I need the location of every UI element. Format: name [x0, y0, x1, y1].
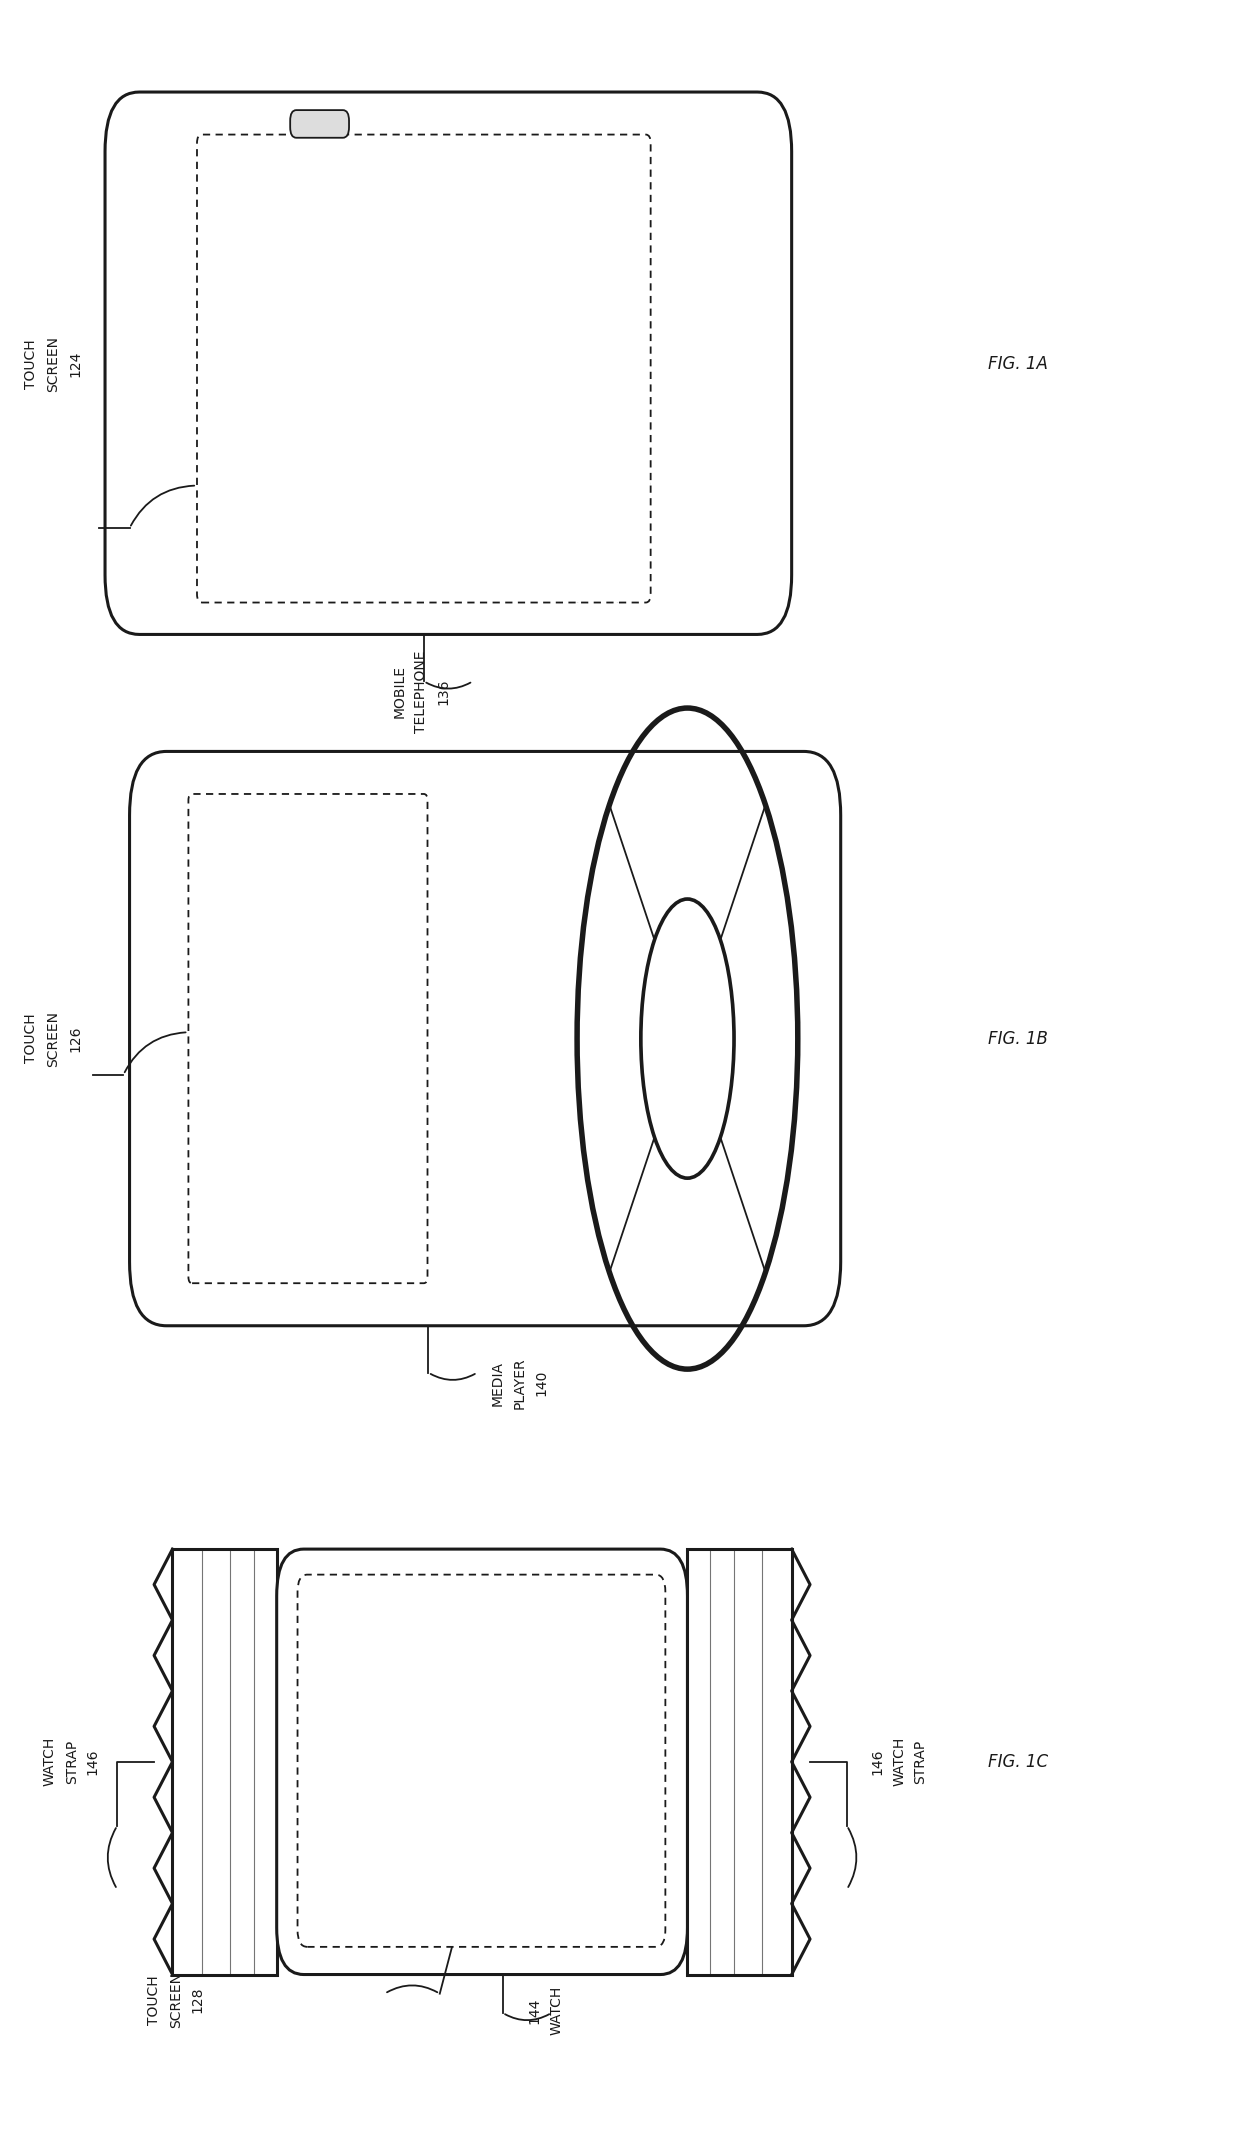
Text: 128: 128	[190, 1987, 205, 2013]
Text: WATCH: WATCH	[893, 1736, 906, 1786]
Text: SCREEN: SCREEN	[47, 1011, 61, 1066]
FancyBboxPatch shape	[290, 109, 348, 137]
Bar	[687, 1550, 791, 1974]
Text: PLAYER: PLAYER	[512, 1357, 527, 1409]
Text: 136: 136	[436, 679, 450, 704]
Text: MEDIA: MEDIA	[490, 1362, 505, 1407]
Text: SCREEN: SCREEN	[169, 1972, 184, 2028]
Text: 126: 126	[68, 1026, 83, 1051]
Text: FIG. 1C: FIG. 1C	[988, 1753, 1048, 1771]
Text: FIG. 1A: FIG. 1A	[988, 355, 1048, 373]
FancyBboxPatch shape	[129, 751, 841, 1325]
Text: 124: 124	[68, 351, 83, 377]
Text: MOBILE: MOBILE	[392, 666, 407, 719]
Text: 146: 146	[870, 1749, 884, 1775]
Text: STRAP: STRAP	[64, 1741, 79, 1783]
Text: 144: 144	[527, 1998, 541, 2023]
FancyBboxPatch shape	[197, 135, 651, 602]
Text: TELEPHONE: TELEPHONE	[414, 651, 428, 732]
Text: 146: 146	[86, 1749, 99, 1775]
Text: TOUCH: TOUCH	[25, 340, 38, 390]
Text: WATCH: WATCH	[43, 1736, 57, 1786]
Text: WATCH: WATCH	[549, 1987, 563, 2036]
Text: FIG. 1B: FIG. 1B	[988, 1030, 1048, 1047]
FancyBboxPatch shape	[298, 1574, 666, 1946]
FancyBboxPatch shape	[105, 92, 791, 634]
Text: TOUCH: TOUCH	[148, 1976, 161, 2025]
Text: TOUCH: TOUCH	[25, 1015, 38, 1064]
FancyBboxPatch shape	[277, 1550, 687, 1974]
FancyBboxPatch shape	[188, 794, 428, 1282]
Text: SCREEN: SCREEN	[47, 336, 61, 392]
Bar	[172, 1550, 277, 1974]
Text: 140: 140	[534, 1370, 548, 1396]
Ellipse shape	[641, 899, 734, 1178]
Text: STRAP: STRAP	[914, 1741, 928, 1783]
